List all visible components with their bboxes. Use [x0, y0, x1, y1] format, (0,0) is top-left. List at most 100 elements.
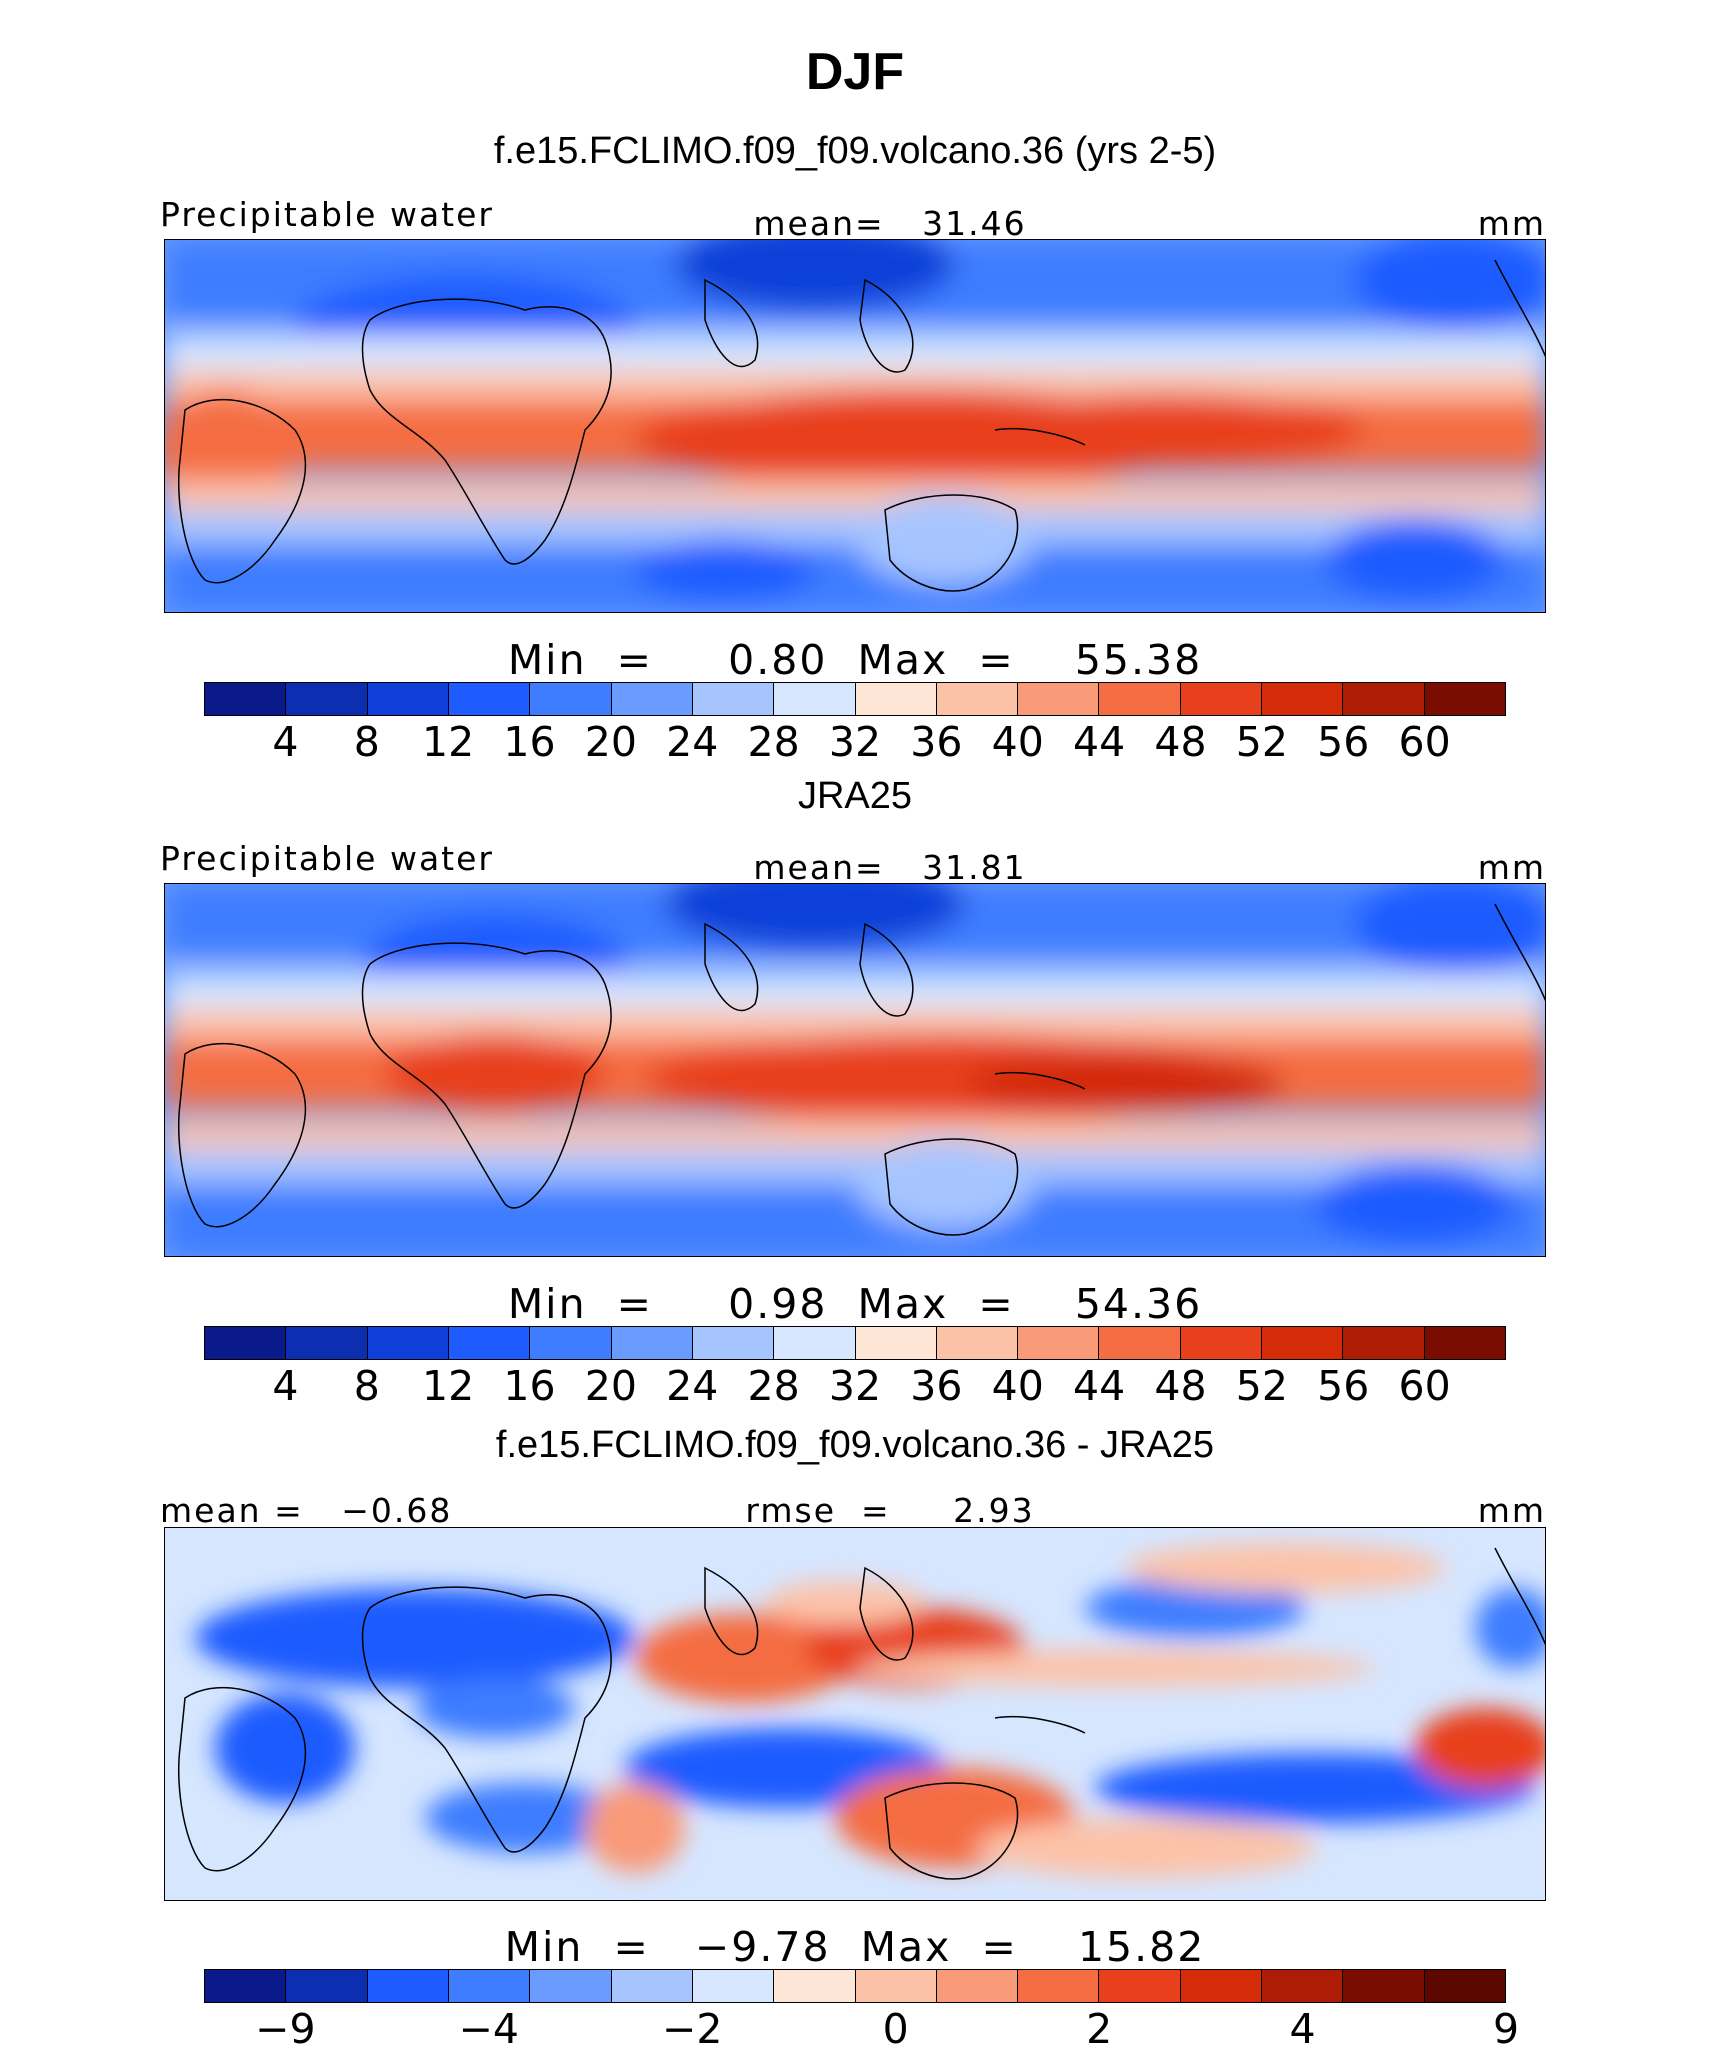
panel-1-colorbar	[204, 682, 1506, 716]
colorbar-tick-label: 4	[272, 718, 299, 766]
panel-3-units-label: mm	[1477, 1491, 1546, 1530]
panel-1-title: f.e15.FCLIMO.f09_f09.volcano.36 (yrs 2-5…	[493, 130, 1217, 172]
colorbar-tick-label: 52	[1235, 1362, 1288, 1410]
colorbar-swatch	[1180, 1327, 1263, 1359]
colorbar-tick-label: 36	[910, 1362, 963, 1410]
colorbar-swatch	[1262, 683, 1344, 715]
panel-3-rmse-label: rmse = 2.93	[745, 1491, 1035, 1530]
colorbar-swatch	[448, 1327, 531, 1359]
colorbar-swatch	[448, 1970, 531, 2002]
colorbar-tick-label: 9	[1492, 2005, 1520, 2053]
panel-2-units-label: mm	[1477, 848, 1546, 887]
colorbar-swatch	[1018, 1970, 1100, 2002]
colorbar-tick-label: 24	[666, 718, 719, 766]
panel-1-min-max: Min = 0.80 Max = 55.38	[507, 636, 1203, 684]
colorbar-swatch	[855, 1327, 937, 1359]
colorbar-swatch	[1343, 1970, 1425, 2002]
colorbar-tick-label: 0	[882, 2005, 909, 2053]
panel-2-variable-label: Precipitable water	[160, 839, 494, 878]
colorbar-swatch	[692, 1970, 775, 2002]
colorbar-swatch	[774, 1327, 856, 1359]
panel-2-title: JRA25	[797, 775, 913, 817]
colorbar-swatch	[692, 683, 775, 715]
colorbar-tick-label: 20	[584, 1362, 637, 1410]
panel-1-units-label: mm	[1477, 204, 1546, 243]
panel-3-colorbar	[204, 1969, 1506, 2003]
colorbar-swatch	[774, 683, 856, 715]
colorbar-swatch	[1099, 1970, 1181, 2002]
colorbar-tick-label: 56	[1317, 718, 1370, 766]
panel-2-min-max: Min = 0.98 Max = 54.36	[507, 1280, 1203, 1328]
colorbar-swatch	[530, 683, 612, 715]
colorbar-tick-label: 36	[910, 718, 963, 766]
colorbar-swatch	[936, 1327, 1019, 1359]
colorbar-swatch	[1424, 683, 1505, 715]
colorbar-swatch	[692, 1327, 775, 1359]
colorbar-tick-label: 56	[1317, 1362, 1370, 1410]
colorbar-tick-label: 32	[828, 718, 882, 766]
colorbar-tick-label: 12	[422, 718, 475, 766]
colorbar-tick-label: −4	[458, 2005, 520, 2053]
colorbar-swatch	[205, 1970, 287, 2002]
colorbar-swatch	[286, 1327, 368, 1359]
colorbar-swatch	[286, 1970, 368, 2002]
panel-3-title: f.e15.FCLIMO.f09_f09.volcano.36 - JRA25	[495, 1424, 1215, 1466]
colorbar-tick-label: −9	[255, 2005, 316, 2053]
colorbar-tick-label: 4	[272, 1362, 299, 1410]
colorbar-swatch	[205, 1327, 287, 1359]
colorbar-swatch	[1018, 683, 1100, 715]
panel-2-map-canvas	[165, 884, 1545, 1256]
panel-1-map-canvas	[165, 240, 1545, 612]
panel-2-mean-label: mean= 31.81	[753, 848, 1027, 887]
figure-title: DJF	[805, 43, 905, 101]
panel-3-map-canvas	[165, 1528, 1545, 1900]
colorbar-swatch	[1099, 683, 1181, 715]
colorbar-tick-label: 44	[1073, 718, 1126, 766]
colorbar-swatch	[367, 683, 449, 715]
colorbar-tick-label: 48	[1154, 718, 1207, 766]
colorbar-tick-label: 24	[666, 1362, 719, 1410]
colorbar-tick-label: 4	[1289, 2005, 1316, 2053]
colorbar-tick-label: 40	[991, 1362, 1044, 1410]
colorbar-tick-label: 28	[747, 718, 800, 766]
panel-3-min-max: Min = −9.78 Max = 15.82	[504, 1923, 1206, 1971]
colorbar-swatch	[1262, 1327, 1344, 1359]
colorbar-tick-label: 8	[353, 1362, 380, 1410]
panel-3-mean-label: mean = −0.68	[160, 1491, 453, 1530]
colorbar-swatch	[448, 683, 531, 715]
colorbar-swatch	[1343, 683, 1425, 715]
colorbar-tick-label: 44	[1073, 1362, 1126, 1410]
colorbar-tick-label: 60	[1398, 718, 1451, 766]
colorbar-tick-label: 32	[828, 1362, 882, 1410]
colorbar-swatch	[1262, 1970, 1344, 2002]
colorbar-tick-label: 12	[422, 1362, 475, 1410]
panel-1-map	[164, 239, 1546, 613]
colorbar-swatch	[1424, 1970, 1505, 2002]
colorbar-swatch	[1180, 683, 1263, 715]
panel-3-map	[164, 1527, 1546, 1901]
panel-2-map	[164, 883, 1546, 1257]
colorbar-tick-label: 28	[747, 1362, 800, 1410]
colorbar-tick-label: 16	[503, 1362, 556, 1410]
colorbar-swatch	[855, 683, 937, 715]
colorbar-swatch	[936, 683, 1019, 715]
colorbar-swatch	[774, 1970, 856, 2002]
colorbar-swatch	[936, 1970, 1019, 2002]
colorbar-tick-label: −2	[662, 2005, 723, 2053]
colorbar-swatch	[1424, 1327, 1505, 1359]
colorbar-tick-label: 16	[503, 718, 556, 766]
colorbar-swatch	[611, 1327, 693, 1359]
panel-1-mean-label: mean= 31.46	[753, 204, 1027, 243]
colorbar-swatch	[611, 683, 693, 715]
colorbar-swatch	[286, 683, 368, 715]
colorbar-swatch	[611, 1970, 693, 2002]
colorbar-tick-label: 2	[1086, 2005, 1113, 2053]
colorbar-tick-label: 48	[1154, 1362, 1207, 1410]
colorbar-swatch	[1018, 1327, 1100, 1359]
colorbar-swatch	[1180, 1970, 1263, 2002]
colorbar-swatch	[530, 1970, 612, 2002]
colorbar-swatch	[530, 1327, 612, 1359]
colorbar-tick-label: 40	[991, 718, 1044, 766]
colorbar-tick-label: 20	[584, 718, 637, 766]
colorbar-swatch	[205, 683, 287, 715]
